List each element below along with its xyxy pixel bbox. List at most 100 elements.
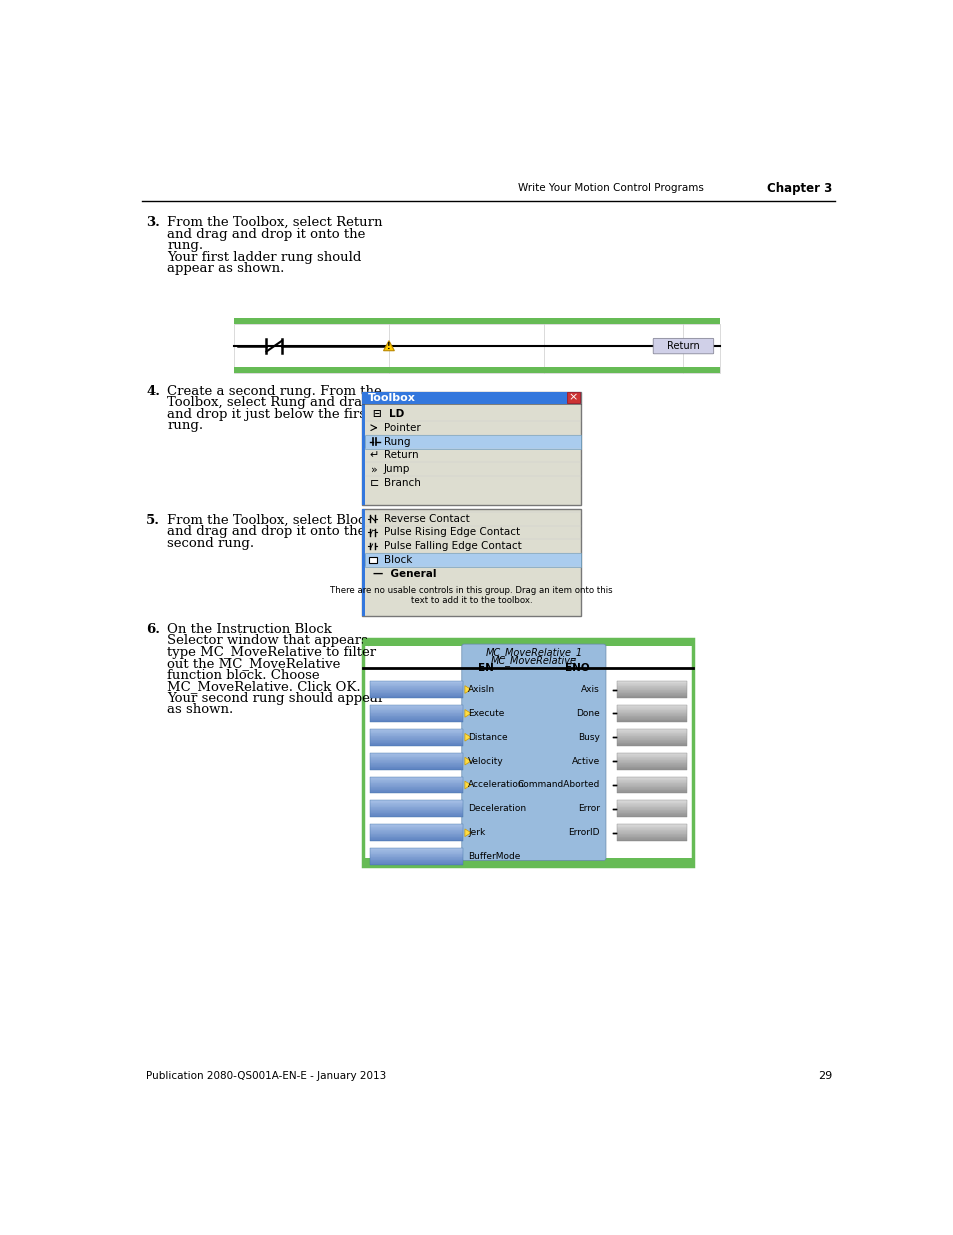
Bar [617, 729, 686, 746]
Polygon shape [464, 782, 471, 789]
Text: Pointer: Pointer [383, 422, 420, 432]
Text: Toolbox, select Rung and drag: Toolbox, select Rung and drag [167, 396, 371, 409]
Bar [617, 824, 686, 841]
Text: Pulse Falling Edge Contact: Pulse Falling Edge Contact [383, 541, 520, 551]
Text: function block. Choose: function block. Choose [167, 668, 319, 682]
Text: Busy: Busy [578, 732, 599, 742]
Text: and drop it just below the first: and drop it just below the first [167, 408, 371, 421]
Bar [369, 824, 462, 841]
Text: second rung.: second rung. [167, 537, 254, 550]
Text: Deceleration: Deceleration [468, 804, 525, 814]
Bar [233, 367, 720, 373]
Text: rung.: rung. [167, 419, 203, 432]
Text: Pulse Rising Edge Contact: Pulse Rising Edge Contact [383, 527, 519, 537]
FancyBboxPatch shape [461, 645, 605, 861]
Polygon shape [464, 710, 471, 718]
Polygon shape [464, 734, 471, 741]
Text: CommandAborted: CommandAborted [517, 781, 599, 789]
Bar [365, 435, 580, 448]
Bar [617, 752, 686, 769]
Bar [233, 324, 720, 373]
Text: EN: EN [477, 663, 494, 673]
Bar [369, 848, 462, 864]
FancyBboxPatch shape [653, 338, 713, 353]
Bar [617, 705, 686, 721]
Bar [363, 638, 692, 866]
Bar [361, 391, 580, 505]
Text: Block: Block [383, 556, 412, 566]
Text: Jerk: Jerk [468, 829, 485, 837]
Bar [365, 553, 580, 567]
Bar [369, 729, 462, 746]
Text: appear as shown.: appear as shown. [167, 262, 284, 275]
Text: and drag and drop it onto the: and drag and drop it onto the [167, 227, 365, 241]
Text: Execute: Execute [468, 709, 504, 718]
Text: Your first ladder rung should: Your first ladder rung should [167, 251, 361, 263]
Text: ↵: ↵ [369, 451, 378, 461]
Bar [369, 557, 376, 563]
Text: Velocity: Velocity [468, 757, 503, 766]
Text: Reverse Contact: Reverse Contact [383, 514, 469, 524]
Bar [617, 777, 686, 793]
Bar [369, 777, 462, 793]
Bar [233, 317, 720, 324]
Text: ⊟  LD: ⊟ LD [373, 409, 403, 419]
Text: 6.: 6. [146, 622, 160, 636]
Text: Rung: Rung [383, 436, 410, 447]
Bar [369, 752, 462, 769]
Text: BufferMode: BufferMode [468, 852, 519, 861]
Text: Your second rung should appear: Your second rung should appear [167, 692, 384, 705]
Bar [361, 509, 365, 616]
Bar [363, 638, 692, 646]
Text: Write Your Motion Control Programs: Write Your Motion Control Programs [518, 183, 703, 193]
Polygon shape [464, 685, 471, 693]
Bar [361, 404, 365, 505]
Text: 5.: 5. [146, 514, 160, 527]
Bar [369, 680, 462, 698]
Polygon shape [383, 341, 394, 351]
Text: Toolbox: Toolbox [368, 393, 416, 403]
Text: ENO: ENO [564, 663, 589, 673]
Text: ErrorID: ErrorID [568, 829, 599, 837]
Text: as shown.: as shown. [167, 704, 233, 716]
Text: Branch: Branch [383, 478, 420, 488]
Text: There are no usable controls in this group. Drag an item onto this: There are no usable controls in this gro… [330, 585, 612, 595]
Text: —  General: — General [373, 569, 436, 579]
Text: and drag and drop it onto the: and drag and drop it onto the [167, 526, 365, 538]
Text: Error: Error [578, 804, 599, 814]
Text: Publication 2080-QS001A-EN-E - January 2013: Publication 2080-QS001A-EN-E - January 2… [146, 1071, 386, 1081]
Text: On the Instruction Block: On the Instruction Block [167, 622, 332, 636]
Text: Active: Active [571, 757, 599, 766]
Bar [617, 800, 686, 818]
Text: MC_MoveRelative_1: MC_MoveRelative_1 [485, 647, 582, 658]
Text: Create a second rung. From the: Create a second rung. From the [167, 384, 381, 398]
Text: !: ! [387, 342, 391, 351]
Bar [361, 509, 580, 616]
Text: Jump: Jump [383, 464, 410, 474]
Bar [361, 391, 580, 404]
Text: Acceleration: Acceleration [468, 781, 524, 789]
Polygon shape [464, 757, 471, 764]
Text: Distance: Distance [468, 732, 507, 742]
Text: »: » [371, 464, 377, 474]
Bar [617, 680, 686, 698]
Text: Return: Return [383, 451, 417, 461]
Text: From the Toolbox, select Return: From the Toolbox, select Return [167, 216, 382, 228]
Text: ⊏: ⊏ [369, 478, 378, 488]
Text: ×: × [568, 393, 578, 403]
Text: out the MC_MoveRelative: out the MC_MoveRelative [167, 657, 340, 671]
Text: AxisIn: AxisIn [468, 685, 495, 694]
Bar [363, 858, 692, 866]
Text: type MC_MoveRelative to filter: type MC_MoveRelative to filter [167, 646, 376, 658]
Text: 4.: 4. [146, 384, 160, 398]
Text: text to add it to the toolbox.: text to add it to the toolbox. [410, 595, 532, 605]
Bar [369, 800, 462, 818]
Bar [369, 705, 462, 721]
Text: rung.: rung. [167, 240, 203, 252]
Text: Axis: Axis [580, 685, 599, 694]
Text: MC_MoveRelative: MC_MoveRelative [491, 655, 577, 666]
Text: From the Toolbox, select Block: From the Toolbox, select Block [167, 514, 374, 527]
Text: Return: Return [666, 341, 700, 351]
Text: MC_MoveRelative. Click OK.: MC_MoveRelative. Click OK. [167, 680, 360, 693]
Text: Chapter 3: Chapter 3 [766, 182, 831, 195]
